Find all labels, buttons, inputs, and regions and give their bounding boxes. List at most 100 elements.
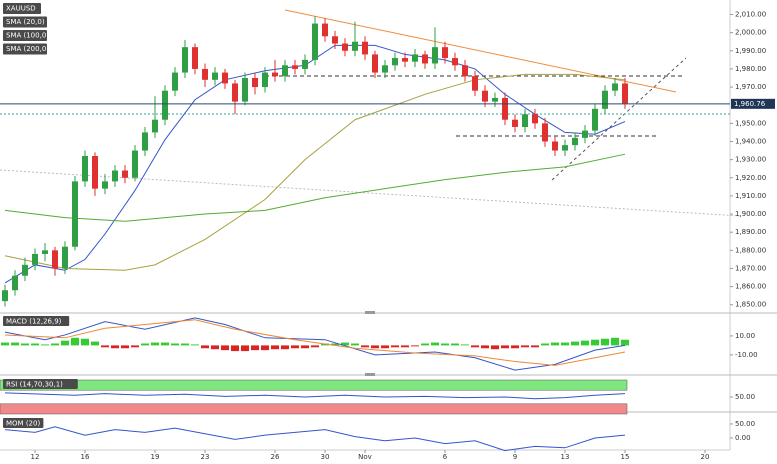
macd-histogram-bar	[351, 343, 359, 346]
candle-body	[222, 72, 228, 84]
candle-body	[242, 78, 248, 102]
macd-histogram-bar	[311, 345, 319, 348]
macd-histogram-bar	[271, 345, 279, 350]
macd-histogram-bar	[521, 345, 529, 348]
candle-body	[532, 114, 538, 124]
candle-body	[182, 47, 188, 73]
macd-histogram-bar	[91, 341, 99, 346]
macd-histogram-bar	[241, 345, 249, 352]
macd-histogram-bar	[161, 342, 169, 346]
legend-box	[3, 418, 44, 428]
candle-body	[412, 54, 418, 62]
candle-body	[572, 137, 578, 146]
candle-body	[462, 65, 468, 77]
x-tick-label: 23	[201, 453, 210, 461]
macd-histogram-bar	[61, 340, 69, 346]
y-tick-label: 0.00	[735, 434, 751, 442]
legend-item[interactable]: SMA (100,0)	[3, 30, 49, 41]
candle-body	[292, 65, 298, 69]
y-tick-label: 1,900.00	[735, 210, 766, 218]
y-tick-label: 1,860.00	[735, 283, 766, 291]
candle-body	[332, 36, 338, 44]
candle-body	[122, 170, 128, 178]
candle-body	[612, 83, 618, 91]
indicator-legend[interactable]: RSI (14,70,30,1)	[3, 379, 78, 389]
macd-histogram-bar	[41, 344, 49, 346]
candle-body	[92, 156, 98, 189]
macd-line	[4, 319, 626, 366]
legend-item[interactable]: SMA (20,0)	[3, 16, 47, 28]
macd-histogram-bar	[261, 345, 269, 351]
last-price-tag	[731, 98, 775, 109]
candle-body	[262, 72, 268, 88]
macd-histogram-bar	[81, 338, 89, 346]
legend-item[interactable]: SMA (200,0)	[3, 43, 49, 55]
candle-body	[2, 290, 8, 302]
candle-body	[472, 76, 478, 91]
sma-line	[4, 153, 626, 222]
macd-histogram-bar	[251, 345, 259, 351]
indicator-legend[interactable]: MOM (20)	[3, 418, 44, 428]
legend-item[interactable]: XAUUSD	[3, 3, 41, 14]
x-tick-label: 9	[513, 453, 517, 461]
rsi-line	[4, 392, 626, 400]
indicator-legend[interactable]: MACD (12,26,9)	[3, 316, 70, 326]
macd-histogram-bar	[221, 345, 229, 351]
candle-body	[622, 83, 628, 104]
y-tick-label: 50.00	[735, 420, 755, 428]
macd-histogram-bar	[551, 342, 559, 346]
indicator-label: RSI (14,70,30,1)	[6, 381, 63, 389]
y-tick-label: 1,910.00	[735, 192, 766, 200]
macd-histogram-bar	[191, 344, 199, 346]
macd-histogram-bar	[51, 343, 59, 346]
macd-histogram-bar	[541, 343, 549, 346]
macd-histogram-bar	[581, 340, 589, 346]
macd-histogram-bar	[591, 339, 599, 346]
macd-histogram-bar	[511, 345, 519, 349]
trend-line-dotted[interactable]	[0, 169, 741, 217]
candle-body	[312, 23, 318, 60]
macd-histogram-bar	[231, 345, 239, 352]
macd-histogram-bar	[451, 343, 459, 346]
macd-line	[4, 317, 626, 371]
x-tick-label: 6	[443, 453, 448, 461]
channel-line[interactable]	[551, 57, 687, 181]
indicator-label: MOM (20)	[6, 420, 40, 428]
macd-histogram-bar	[301, 345, 309, 349]
y-tick-label: -10.00	[735, 351, 758, 359]
x-tick-label: Nov	[358, 453, 372, 461]
y-tick-label: 1,850.00	[735, 301, 766, 309]
y-tick-label: 1,890.00	[735, 228, 766, 236]
macd-histogram-bar	[421, 343, 429, 346]
macd-histogram-bar	[211, 345, 219, 350]
macd-histogram-bar	[21, 343, 29, 346]
macd-histogram-bar	[111, 345, 119, 349]
candle-body	[352, 41, 358, 51]
candle-body	[172, 72, 178, 91]
candle-body	[142, 132, 148, 151]
candle-body	[542, 123, 548, 142]
panel-handle[interactable]	[365, 373, 375, 376]
macd-histogram-bar	[411, 345, 419, 347]
macd-histogram-bar	[291, 345, 299, 349]
legend-box	[3, 316, 70, 326]
macd-histogram-bar	[281, 345, 289, 350]
legend-label: SMA (200,0)	[6, 45, 49, 53]
macd-histogram-bar	[471, 345, 479, 348]
y-tick-label: 1,970.00	[735, 83, 766, 91]
macd-histogram-bar	[391, 345, 399, 348]
y-tick-label: 1,940.00	[735, 137, 766, 145]
legend-box	[3, 379, 78, 389]
candle-body	[502, 97, 508, 120]
candle-body	[12, 275, 18, 291]
legend-label: XAUUSD	[6, 5, 36, 13]
legend-box	[3, 43, 47, 55]
macd-histogram-bar	[441, 343, 449, 346]
macd-histogram-bar	[371, 345, 379, 349]
panel-handle[interactable]	[365, 311, 375, 314]
candle-body	[482, 90, 488, 102]
y-tick-label: 2,010.00	[735, 11, 766, 19]
macd-histogram-bar	[501, 345, 509, 349]
candle-body	[522, 114, 528, 127]
macd-histogram-bar	[481, 345, 489, 349]
